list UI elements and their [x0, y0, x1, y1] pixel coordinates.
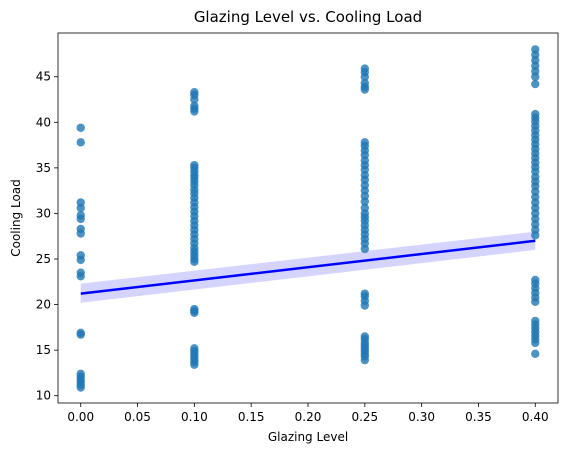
regression-line: [80, 239, 536, 295]
data-point: [76, 255, 85, 265]
x-tick-label: 0.10: [181, 410, 208, 424]
data-point: [531, 338, 540, 348]
data-point: [190, 95, 199, 104]
data-point: [190, 360, 199, 369]
data-point: [76, 272, 85, 281]
x-tick-label: 0.25: [351, 410, 378, 424]
y-tick-label: 40: [36, 115, 51, 129]
data-point: [76, 229, 85, 238]
data-point: [76, 203, 85, 213]
data-point: [360, 244, 370, 254]
data-point: [190, 107, 199, 116]
x-tick-label: 0.15: [238, 410, 265, 424]
data-point: [531, 231, 540, 240]
y-tick-label: 35: [36, 161, 51, 175]
data-point: [360, 72, 370, 81]
x-tick-label: 0.20: [295, 410, 322, 424]
data-point: [360, 301, 370, 310]
data-point: [360, 197, 370, 206]
data-point: [190, 257, 199, 266]
plot-frame: [57, 32, 559, 404]
y-axis: 10 15 20 25 30 35 40 45: [36, 70, 58, 403]
data-point: [531, 297, 540, 307]
y-tick-label: 20: [36, 298, 51, 312]
data-point: [76, 383, 85, 392]
data-point: [360, 355, 370, 365]
data-point: [531, 72, 540, 81]
data-point: [360, 85, 370, 94]
y-tick-label: 45: [36, 70, 51, 84]
x-axis: 0.00 0.05 0.10 0.15 0.20 0.25 0.30 0.35 0.40: [67, 403, 549, 424]
points-layer: [76, 45, 540, 392]
data-point: [76, 214, 85, 224]
x-tick-label: 0.35: [465, 410, 492, 424]
y-tick-label: 10: [36, 389, 51, 403]
data-point: [531, 349, 540, 358]
y-tick-label: 30: [36, 206, 51, 220]
data-point: [531, 79, 540, 89]
chart-title: Glazing Level vs. Cooling Load: [194, 8, 422, 26]
x-tick-label: 0.05: [124, 410, 151, 424]
regression-line-layer: [80, 239, 536, 295]
data-point: [76, 138, 85, 147]
x-tick-label: 0.00: [67, 410, 94, 424]
y-axis-label: Cooling Load: [9, 179, 23, 257]
data-point: [190, 308, 199, 317]
x-tick-label: 0.30: [408, 410, 435, 424]
x-axis-label: Glazing Level: [268, 430, 348, 444]
x-tick-label: 0.40: [522, 410, 549, 424]
data-point: [76, 330, 85, 339]
y-tick-label: 15: [36, 343, 51, 357]
data-point: [76, 123, 85, 132]
y-tick-label: 25: [36, 252, 51, 266]
